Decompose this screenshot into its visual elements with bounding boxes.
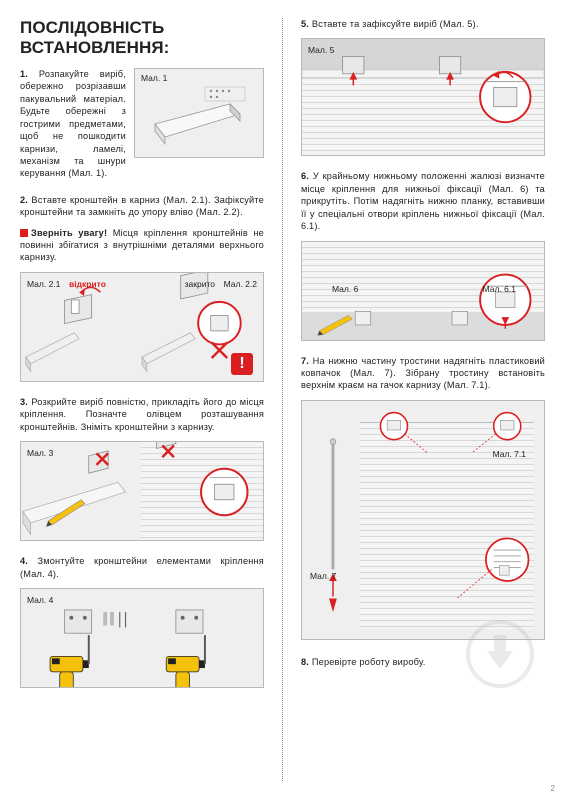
warning-icon xyxy=(20,229,28,237)
fig7-illustration xyxy=(302,401,544,640)
fig4-illustration xyxy=(21,589,263,688)
page-title: ПОСЛІДОВНІСТЬ ВСТАНОВЛЕННЯ: xyxy=(20,18,264,58)
fig1-label: Мал. 1 xyxy=(141,73,167,83)
step2-text: 2. Вставте кронштейн в карниз (Мал. 2.1)… xyxy=(20,194,264,219)
alert-icon: ! xyxy=(231,353,253,375)
step2-warning: Зверніть увагу! Місця кріплення кронштей… xyxy=(20,227,264,264)
fig3-label: Мал. 3 xyxy=(27,448,53,458)
figure-7: Мал. 7 Мал. 7.1 xyxy=(301,400,545,640)
fig2-illustration xyxy=(21,273,263,382)
fig21-label: Мал. 2.1 xyxy=(27,279,60,289)
fig4-label: Мал. 4 xyxy=(27,595,53,605)
left-column: ПОСЛІДОВНІСТЬ ВСТАНОВЛЕННЯ: 1. Розпакуйт… xyxy=(20,18,264,781)
fig6-label: Мал. 6 xyxy=(332,284,358,294)
figure-2: Мал. 2.1 відкрито закрито Мал. 2.2 xyxy=(20,272,264,382)
fig61-label: Мал. 6.1 xyxy=(483,284,516,294)
figure-3: Мал. 3 xyxy=(20,441,264,541)
step4-text: 4. Змонтуйте кронштейни елементами кріпл… xyxy=(20,555,264,580)
open-label: відкрито xyxy=(69,279,106,289)
fig7-label: Мал. 7 xyxy=(310,571,336,581)
close-label: закрито xyxy=(185,279,215,289)
fig3-illustration xyxy=(21,442,263,541)
fig71-label: Мал. 7.1 xyxy=(493,449,526,459)
figure-6: Мал. 6 Мал. 6.1 xyxy=(301,241,545,341)
fig5-illustration xyxy=(302,39,544,156)
column-divider xyxy=(282,18,283,781)
step1-text: 1. Розпакуйте виріб, обережно розрізавши… xyxy=(20,68,126,180)
figure-4: Мал. 4 xyxy=(20,588,264,688)
step7-text: 7. На нижню частину тростини надягніть п… xyxy=(301,355,545,392)
figure-1: Мал. 1 xyxy=(134,68,264,158)
figure-5: Мал. 5 xyxy=(301,38,545,156)
page-number: 2 xyxy=(551,784,555,793)
fig22-label: Мал. 2.2 xyxy=(224,279,257,289)
step6-text: 6. У крайньому нижньому положенні жалюзі… xyxy=(301,170,545,232)
fig5-label: Мал. 5 xyxy=(308,45,334,55)
step5-text: 5. Вставте та зафіксуйте виріб (Мал. 5). xyxy=(301,18,545,30)
step3-text: 3. Розкрийте виріб повністю, прикладіть … xyxy=(20,396,264,433)
